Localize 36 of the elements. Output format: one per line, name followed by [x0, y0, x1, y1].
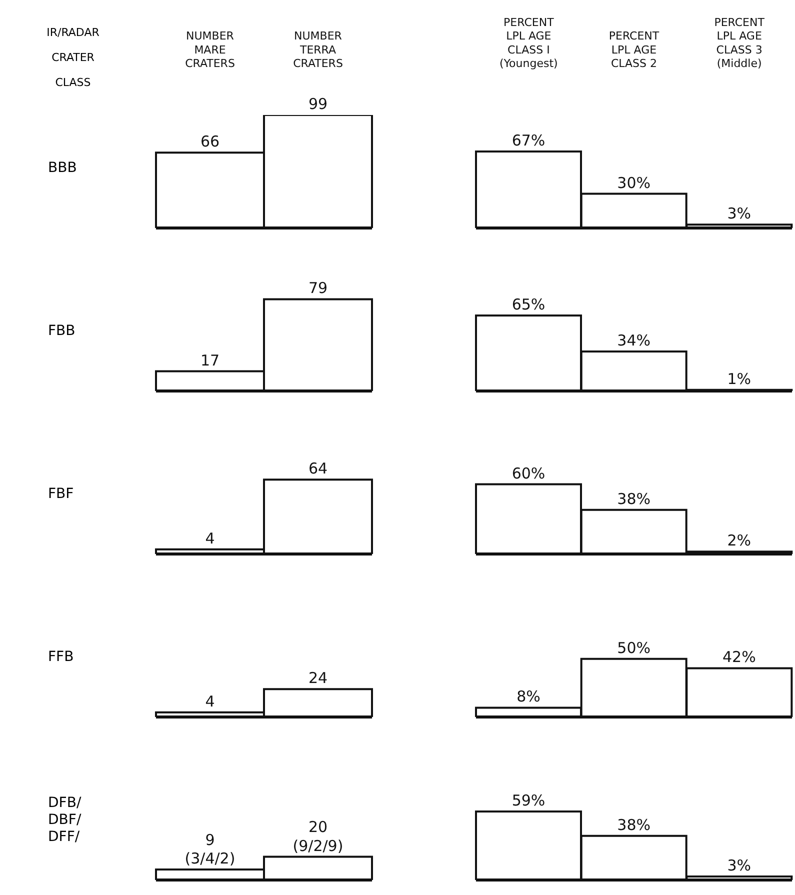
x-tick-label: NUMBER MARE CRATERS — [185, 30, 235, 70]
data-label: 1% — [727, 370, 752, 388]
data-label: 9 (3/4/2) — [184, 830, 236, 868]
y-axis-title: BBB — [48, 158, 78, 178]
x-tick-label: PERCENT LPL AGE CLASS I (Youngest) — [500, 16, 558, 70]
x-tick-label: PERCENT LPL AGE CLASS 3 (Middle) — [714, 16, 765, 70]
data-label: 38% — [617, 490, 651, 508]
y-axis-title: FBB — [48, 322, 76, 340]
data-label: 65% — [512, 295, 546, 314]
data-label: 59% — [512, 791, 546, 810]
data-label: 38% — [617, 816, 651, 834]
data-label: 3% — [727, 856, 752, 875]
data-label: 50% — [617, 638, 651, 657]
data-label: 20 (9/2/9) — [292, 818, 344, 855]
data-label: 17 — [200, 351, 220, 370]
data-label: 67% — [512, 132, 546, 150]
data-label: 4 — [205, 529, 215, 548]
y-axis-title: FBF — [48, 484, 75, 504]
data-label: 34% — [617, 332, 651, 350]
data-label: 4 — [205, 692, 215, 710]
text: IR/RADAR CRATER CLASS — [46, 25, 100, 91]
data-label: 8% — [516, 688, 540, 706]
y-axis-title: DFB/ DBF/ DFF/ — [48, 794, 82, 846]
data-label: 99 — [308, 95, 328, 113]
data-label: 42% — [722, 648, 756, 666]
data-label: 24 — [308, 669, 328, 688]
data-label: 66 — [200, 132, 220, 151]
data-label: 60% — [512, 464, 546, 482]
data-label: 64 — [308, 460, 328, 478]
y-axis-title: FFB — [48, 648, 75, 666]
x-tick-label: NUMBER TERRA CRATERS — [293, 30, 343, 70]
x-tick-label: PERCENT LPL AGE CLASS 2 — [608, 30, 660, 70]
data-label: 2% — [727, 532, 752, 550]
data-label: 30% — [617, 174, 651, 192]
data-label: 79 — [308, 279, 328, 298]
data-label: 3% — [727, 204, 752, 223]
